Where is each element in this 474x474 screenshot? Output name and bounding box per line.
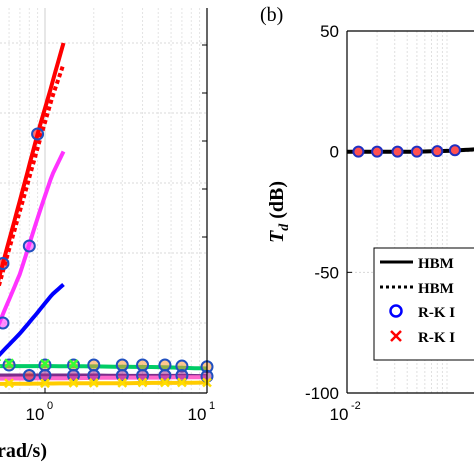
ylabel-sub: d [277,223,292,231]
panel-b-label: (b) [260,4,283,26]
panel-b-circle-marker [391,145,404,158]
panel-a-circle-marker [87,358,101,372]
panel-a-x-marker [88,377,99,388]
panel-a-x-marker [4,358,14,369]
panel-b: (b) 50 0 -50 -100 10 -2 Td (dB) HBM HBM [260,4,474,424]
ylabel-main: T [266,230,288,243]
legend-label-4: R-K I [418,330,455,346]
panel-a-circle-marker [158,358,172,372]
panel-a-x-marker [68,359,79,369]
y-tick-label: -100 [305,384,339,403]
panel-a-circle-marker [38,369,52,382]
panel-a-ticks: 10 0 10 1 [26,388,215,424]
panel-a-circle-marker [22,239,36,253]
panel-a-circle-marker [0,257,10,270]
panel-a-xlabel: rad/s) [0,440,47,462]
panel-b-circle-marker [431,145,444,158]
panel-a-x-marker [177,377,187,388]
panel-a-grid [0,8,208,393]
panel-a-series-8 [0,380,208,386]
panel-a-series-1 [0,42,66,282]
legend-box [373,247,474,361]
y-tick-label: -50 [314,263,339,282]
panel-a-x-marker [117,377,128,388]
panel-b-circle-marker [352,145,365,158]
legend-label-2: HBM [418,281,454,297]
x-tick-label: 10 [330,405,349,424]
panel-a-x-marker [137,377,148,388]
x-tick-exponent: -2 [351,400,361,412]
x-tick-label: 10 [188,405,207,424]
panel-a-x-marker [160,377,170,388]
y-tick-label: 0 [330,143,339,162]
panel-b-circle-marker [448,144,461,157]
ylabel-unit: (dB) [266,181,288,219]
panel-a-circle-marker [136,358,150,372]
panel-a-circle-marker [115,358,129,372]
panel-a-circle-marker [22,369,36,382]
panel-b-markers [352,144,461,158]
svg-text:Td(dB): Td (dB) [266,181,292,243]
panel-b-circle-marker [410,145,423,158]
panel-a-series [0,42,208,386]
x-tick-exponent: 0 [47,400,53,412]
legend-label-3: R-K I [418,305,455,321]
panel-a-circle-marker [0,316,10,330]
panel-a-series-4 [0,283,65,358]
panel-a-series-3 [0,150,66,327]
legend-entry-1: HBM [380,256,454,272]
legend: HBM HBM R-K I R-K I [373,247,474,361]
legend-swatch-circle [389,304,403,318]
panel-a-x-marker [40,358,50,369]
panel-b-ticks: 50 0 -50 -100 10 -2 [305,22,361,424]
x-tick-label: 10 [26,405,45,424]
x-tick-exponent: 1 [209,400,215,412]
panel-b-ylabel: Td (dB) [266,181,292,243]
panel-a-circle-marker [115,369,129,382]
panel-a-x-marker [40,378,50,389]
legend-entry-3: R-K I [389,304,455,321]
panel-a-circle-marker [67,369,81,382]
y-tick-label: 50 [320,22,339,41]
panel-a-x-marker [68,377,79,388]
panel-a-markers [0,127,214,389]
legend-entry-4: R-K I [390,330,455,346]
legend-swatch-x [390,330,402,342]
panel-a: 10 0 10 1 rad/s) [0,8,215,462]
panel-b-circle-marker [371,145,384,158]
panel-a-circle-marker [87,369,101,382]
panel-a-circle-marker [31,127,45,141]
legend-label-1: HBM [418,256,454,272]
legend-entry-2: HBM [380,281,454,297]
panel-a-x-marker [4,378,14,389]
